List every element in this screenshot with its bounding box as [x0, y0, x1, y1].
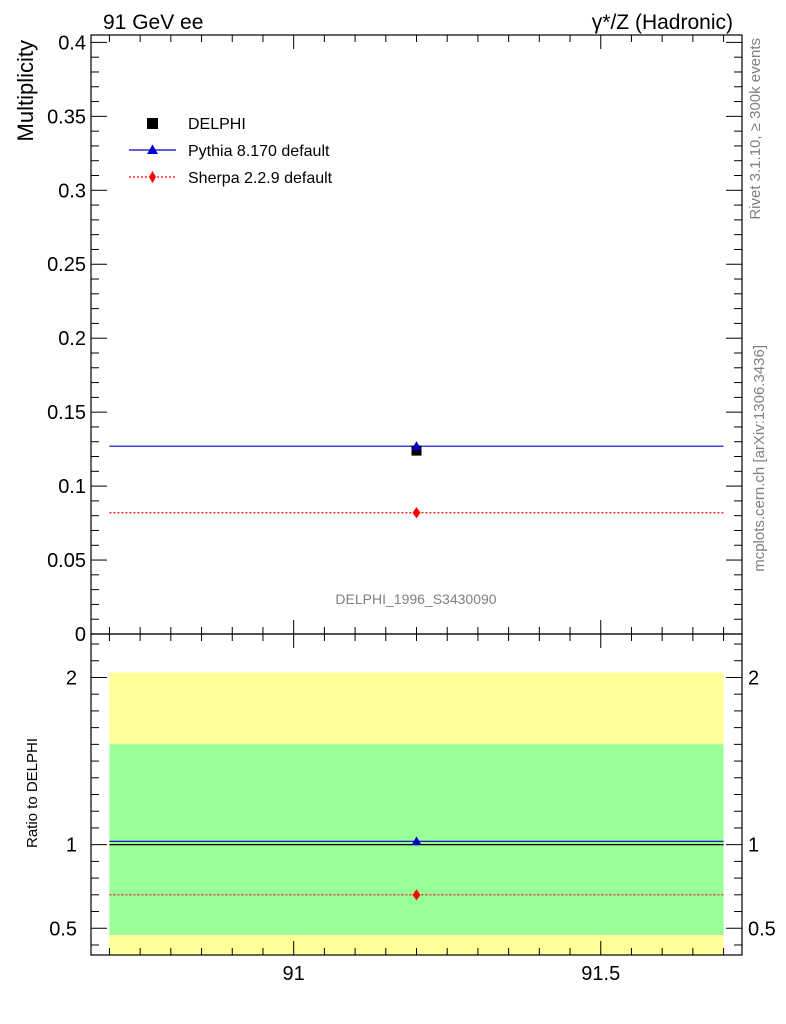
rivet-side-text: Rivet 3.1.10, ≥ 300k events	[747, 38, 764, 220]
ratio-ytick-labels-left: 0.5 1 2	[49, 667, 77, 940]
analysis-watermark: DELPHI_1996_S3430090	[335, 591, 496, 607]
xtick-label: 91.5	[581, 963, 620, 985]
main-ytick-labels: 0 0.05 0.1 0.15 0.2 0.25 0.3 0.35 0.4	[47, 32, 86, 646]
main-ytick-label: 0	[75, 624, 86, 646]
header-right-title: γ*/Z (Hadronic)	[592, 11, 733, 34]
ratio-ytick-label-left: 2	[66, 667, 77, 689]
xtick-label: 91	[283, 963, 305, 985]
ratio-ytick-label-right: 2	[748, 667, 759, 689]
ratio-series-layer	[109, 672, 724, 955]
main-ytick-label: 0.35	[47, 106, 86, 128]
legend-delphi-marker	[147, 118, 158, 129]
ratio-xtick-labels: 91 91.5	[283, 963, 621, 985]
main-ytick-label: 0.15	[47, 402, 86, 424]
main-pythia-point	[411, 441, 422, 450]
legend-sherpa-label: Sherpa 2.2.9 default	[188, 170, 333, 187]
ratio-ytick-label-right: 0.5	[748, 918, 776, 940]
main-ylabel: Multiplicity	[13, 40, 38, 141]
ratio-ytick-label-right: 1	[748, 835, 759, 857]
legend-delphi-label: DELPHI	[188, 116, 246, 133]
ratio-ylabel: Ratio to DELPHI	[24, 738, 41, 848]
main-panel: 0 0.05 0.1 0.15 0.2 0.25 0.3 0.35 0.4 DE…	[47, 32, 743, 646]
ratio-sherpa-point	[412, 889, 421, 901]
main-ytick-label: 0.3	[58, 180, 86, 202]
legend-pythia-marker	[147, 144, 158, 154]
ratio-panel: 0.5 1 2 0.5 1 2 91 91.5	[49, 633, 776, 985]
main-delphi-point	[411, 445, 422, 456]
main-ticks	[91, 35, 742, 635]
header-left-title: 91 GeV ee	[103, 11, 203, 34]
main-series-layer	[109, 441, 724, 519]
legend-sherpa-marker	[149, 171, 156, 183]
legend: DELPHI Pythia 8.170 default Sherpa 2.2.9…	[129, 116, 333, 187]
main-sherpa-point	[412, 507, 421, 519]
source-side-text: mcplots.cern.ch [arXiv:1306.3436]	[751, 345, 768, 572]
main-ytick-label: 0.25	[47, 254, 86, 276]
main-ytick-label: 0.1	[58, 476, 86, 498]
main-ytick-label: 0.4	[58, 32, 86, 54]
ratio-ticks	[91, 634, 742, 955]
ratio-ytick-label-left: 0.5	[49, 918, 77, 940]
ratio-pythia-point	[411, 836, 422, 846]
main-ytick-label: 0.05	[47, 550, 86, 572]
ratio-ytick-label-left: 1	[66, 835, 77, 857]
main-ytick-label: 0.2	[58, 328, 86, 350]
ratio-ytick-labels-right: 0.5 1 2	[748, 667, 776, 940]
legend-pythia-label: Pythia 8.170 default	[188, 143, 330, 160]
